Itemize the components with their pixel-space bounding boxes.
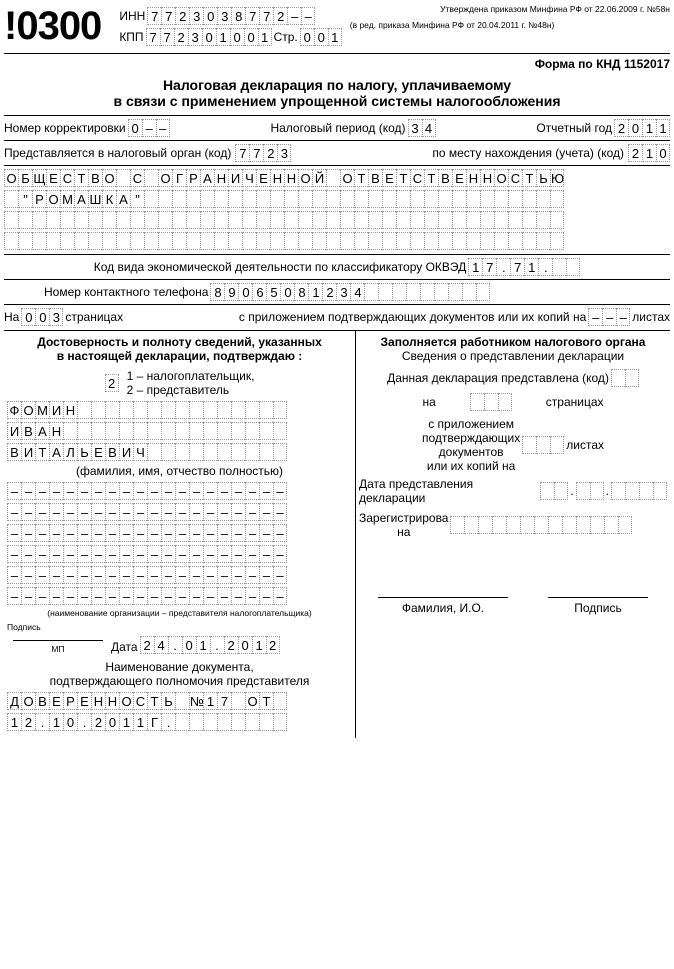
right-attach-cells bbox=[522, 436, 564, 454]
right-attach3: документов bbox=[422, 445, 520, 459]
str-label: Стр. bbox=[274, 30, 298, 44]
attach-cells bbox=[588, 308, 630, 326]
signer-opt2: 2 – представитель bbox=[127, 383, 255, 397]
left-title2: в настоящей декларации, подтверждаю : bbox=[7, 349, 352, 363]
phone-cells: 89065081234 bbox=[210, 283, 490, 301]
rep-row6 bbox=[7, 587, 287, 605]
orgname-row2: "РОМАШКА" bbox=[4, 190, 670, 208]
decl-date-y bbox=[611, 482, 667, 500]
approved-line1: Утверждена приказом Минфина РФ от 22.06.… bbox=[350, 4, 670, 14]
doc-row2: 12.10.2011Г. bbox=[7, 713, 287, 731]
signer-code: 2 bbox=[105, 374, 119, 392]
mp-label: МП bbox=[7, 644, 109, 654]
right-pages-suffix: страницах bbox=[546, 395, 604, 409]
attach-label: с приложением подтверждающих документов … bbox=[239, 310, 586, 324]
date-label: Дата bbox=[111, 640, 138, 654]
decl-date-label1: Дата представления bbox=[359, 477, 473, 491]
title-line2: в связи с применением упрощенной системы… bbox=[4, 93, 670, 109]
pages-cells: 003 bbox=[21, 308, 63, 326]
rep-row3 bbox=[7, 524, 287, 542]
corr-label: Номер корректировки bbox=[4, 121, 126, 135]
patronymic-cells: ВИТАЛЬЕВИЧ bbox=[7, 443, 287, 461]
on-label: на bbox=[422, 395, 435, 409]
rep-row1 bbox=[7, 482, 287, 500]
kpp-cells: 772301001 bbox=[146, 28, 272, 46]
form-code: Форма по КНД 1152017 bbox=[535, 57, 670, 71]
pages-prefix: На bbox=[4, 310, 19, 324]
decl-date-d bbox=[540, 482, 568, 500]
lastname-cells: ФОМИН bbox=[7, 401, 287, 419]
reg-label1: Зарегистрирова bbox=[359, 511, 448, 525]
firstname-cells: ИВАН bbox=[7, 422, 287, 440]
sheets-label: листах bbox=[632, 310, 670, 324]
title-line1: Налоговая декларация по налогу, уплачива… bbox=[4, 77, 670, 93]
rep-row4 bbox=[7, 545, 287, 563]
fio-caption: (фамилия, имя, отчество полностью) bbox=[7, 464, 352, 478]
organ-cells: 7723 bbox=[235, 144, 291, 162]
right-attach4: или их копий на bbox=[422, 459, 520, 473]
okved-label: Код вида экономической деятельности по к… bbox=[94, 260, 467, 274]
decl-date-m bbox=[576, 482, 604, 500]
reg-label2: на bbox=[359, 525, 448, 539]
rep-row2 bbox=[7, 503, 287, 521]
orgname-row1: ОБЩЕСТВОСОГРАНИЧЕННОЙОТВЕТСТВЕННОСТЬЮ bbox=[4, 169, 670, 187]
right-pages bbox=[470, 393, 512, 411]
doc-row1: ДОВЕРЕННОСТЬ№17ОТ bbox=[7, 692, 287, 710]
right-sub: Сведения о представлении декларации bbox=[359, 349, 667, 363]
pages-suffix: страницах bbox=[65, 310, 123, 324]
doc-caption2: подтверждающего полномочия представителя bbox=[7, 674, 352, 688]
fio-label: Фамилия, И.О. bbox=[372, 601, 514, 615]
decl-code bbox=[611, 369, 639, 387]
organ-label: Представляется в налоговый орган (код) bbox=[4, 146, 231, 160]
sign-date: 24.01.2012 bbox=[140, 636, 280, 654]
place-label: по месту нахождения (учета) (код) bbox=[432, 146, 624, 160]
period-cells: 34 bbox=[408, 119, 436, 137]
year-label: Отчетный год bbox=[536, 121, 612, 135]
barcode-code: !0300 bbox=[4, 4, 101, 49]
right-attach1: с приложением bbox=[422, 417, 520, 431]
sign-label: Подпись bbox=[7, 622, 109, 632]
decl-presented-label: Данная декларация представлена (код) bbox=[387, 371, 609, 385]
inn-cells: 7723038772 bbox=[147, 7, 315, 25]
sign2-label: Подпись bbox=[542, 601, 654, 615]
rep-caption: (наименование организации – представител… bbox=[7, 608, 352, 618]
approved-line2: (в ред. приказа Минфина РФ от 20.04.2011… bbox=[350, 20, 670, 30]
orgname-row4 bbox=[4, 232, 670, 250]
inn-label: ИНН bbox=[119, 9, 145, 23]
phone-label: Номер контактного телефона bbox=[44, 285, 208, 299]
left-title1: Достоверность и полноту сведений, указан… bbox=[7, 335, 352, 349]
right-sheets: листах bbox=[566, 438, 604, 452]
corr-cells: 0 bbox=[128, 119, 170, 137]
rep-row5 bbox=[7, 566, 287, 584]
kpp-label: КПП bbox=[119, 30, 143, 44]
okved-cells: 17.71. bbox=[468, 258, 580, 276]
right-title: Заполняется работником налогового органа bbox=[359, 335, 667, 349]
place-cells: 210 bbox=[628, 144, 670, 162]
orgname-row3 bbox=[4, 211, 670, 229]
decl-date-label2: декларации bbox=[359, 491, 473, 505]
period-label: Налоговый период (код) bbox=[270, 121, 405, 135]
right-attach2: подтверждающих bbox=[422, 431, 520, 445]
str-cells: 001 bbox=[300, 28, 342, 46]
signer-opt1: 1 – налогоплательщик, bbox=[127, 369, 255, 383]
year-cells: 2011 bbox=[614, 119, 670, 137]
reg-cells bbox=[450, 516, 632, 534]
doc-caption1: Наименование документа, bbox=[7, 660, 352, 674]
